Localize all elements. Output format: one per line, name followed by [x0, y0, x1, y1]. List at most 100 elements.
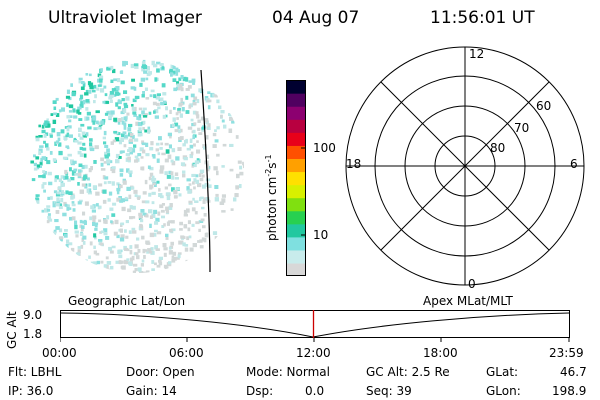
image-pixel: [52, 203, 56, 208]
image-pixel: [148, 176, 152, 181]
image-pixel: [123, 104, 129, 109]
timeline-ytick-high: 9.0: [23, 308, 43, 322]
image-pixel: [107, 198, 111, 202]
image-pixel: [30, 160, 34, 164]
image-pixel: [45, 121, 50, 125]
image-pixel: [212, 132, 217, 137]
image-pixel: [182, 242, 186, 247]
image-pixel: [67, 153, 72, 157]
image-pixel: [207, 99, 212, 103]
image-pixel: [149, 215, 153, 219]
image-pixel: [177, 110, 181, 114]
image-pixel: [138, 127, 142, 132]
image-pixel: [221, 165, 225, 168]
image-pixel: [194, 211, 198, 215]
image-pixel: [109, 99, 113, 103]
image-pixel: [205, 197, 210, 201]
image-pixel: [110, 65, 114, 71]
image-pixel: [72, 208, 76, 212]
image-pixel: [149, 146, 154, 151]
image-pixel: [82, 241, 86, 245]
image-pixel: [152, 182, 156, 186]
image-pixel: [116, 187, 121, 192]
timeline-xtick-0000: 00:00: [42, 346, 77, 360]
image-pixel: [123, 259, 127, 265]
image-pixel: [93, 160, 97, 164]
image-pixel: [218, 105, 222, 110]
image-pixel: [89, 216, 93, 221]
image-pixel: [89, 138, 93, 142]
image-pixel: [193, 96, 198, 101]
image-pixel: [137, 117, 142, 121]
image-pixel: [53, 112, 57, 116]
image-pixel: [156, 93, 161, 96]
image-pixel: [151, 213, 156, 218]
image-pixel: [35, 199, 40, 204]
image-pixel: [87, 126, 92, 130]
image-pixel: [89, 142, 93, 147]
instrument-title: Ultraviolet Imager: [48, 8, 202, 28]
status-seq: Seq: 39: [366, 384, 412, 398]
image-pixel: [100, 168, 106, 171]
image-pixel: [183, 224, 188, 229]
image-pixel: [58, 142, 62, 147]
image-pixel: [126, 258, 130, 261]
image-pixel: [97, 84, 102, 87]
image-pixel: [37, 164, 40, 168]
image-pixel: [120, 70, 124, 74]
image-pixel: [43, 140, 46, 144]
image-pixel: [207, 105, 211, 110]
image-pixel: [163, 100, 167, 104]
image-pixel: [153, 94, 157, 99]
image-pixel: [94, 145, 99, 150]
image-pixel: [63, 135, 68, 140]
image-pixel: [103, 181, 107, 185]
timeline-frame: [60, 310, 570, 338]
image-pixel: [242, 179, 244, 184]
image-pixel: [186, 147, 191, 151]
image-pixel: [152, 101, 157, 106]
image-pixel: [98, 183, 103, 187]
image-pixel: [44, 208, 49, 213]
image-pixel: [112, 202, 117, 206]
image-pixel: [131, 255, 135, 261]
status-gc-alt: GC Alt: 2.5 Re: [366, 365, 450, 379]
image-pixel: [151, 260, 155, 264]
image-pixel: [180, 87, 184, 92]
image-pixel: [93, 84, 97, 89]
image-pixel: [141, 200, 147, 204]
image-pixel: [82, 142, 86, 146]
image-pixel: [154, 77, 158, 82]
image-pixel: [188, 200, 193, 204]
image-pixel: [200, 218, 205, 222]
image-pixel: [198, 220, 204, 223]
image-pixel: [33, 167, 38, 171]
image-pixel: [78, 163, 83, 167]
image-pixel: [179, 228, 183, 231]
image-pixel: [141, 94, 145, 98]
image-pixel: [180, 75, 184, 79]
date-label: 04 Aug 07: [272, 8, 360, 28]
image-pixel: [68, 104, 74, 109]
image-pixel: [103, 141, 107, 145]
image-pixel: [170, 72, 173, 77]
image-pixel: [185, 259, 189, 263]
image-pixel: [120, 265, 124, 269]
image-pixel: [106, 67, 111, 71]
image-pixel: [197, 119, 201, 123]
image-pixel: [214, 139, 219, 143]
image-pixel: [89, 85, 94, 90]
image-pixel: [160, 142, 163, 146]
image-pixel: [100, 260, 104, 264]
image-pixel: [116, 132, 121, 136]
image-pixel: [179, 128, 183, 133]
image-pixel: [156, 61, 161, 65]
image-pixel: [41, 209, 44, 213]
image-pixel: [64, 126, 68, 129]
image-pixel: [129, 133, 134, 136]
image-pixel: [79, 98, 83, 101]
image-pixel: [35, 135, 39, 139]
image-pixel: [55, 226, 60, 230]
image-pixel: [131, 107, 135, 111]
image-pixel: [169, 69, 173, 74]
